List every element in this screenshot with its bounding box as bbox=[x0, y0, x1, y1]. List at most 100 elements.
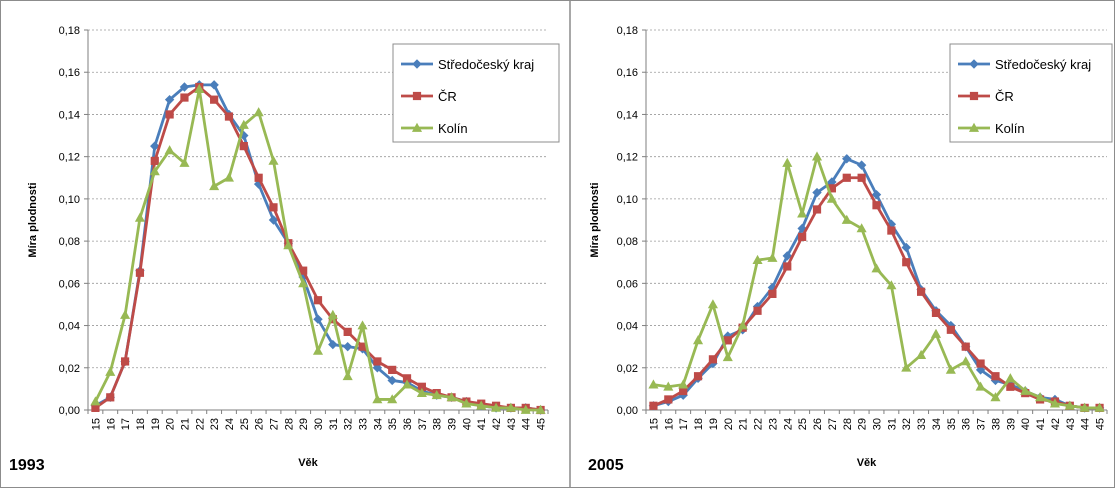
legend-label: ČR bbox=[438, 89, 457, 104]
x-tick-label: 32 bbox=[901, 418, 913, 430]
data-point bbox=[857, 173, 866, 182]
x-tick-label: 22 bbox=[753, 418, 765, 430]
y-tick-label: 0,00 bbox=[59, 405, 80, 417]
x-axis-title: Věk bbox=[857, 457, 877, 469]
x-tick-label: 16 bbox=[663, 418, 675, 430]
data-point bbox=[916, 349, 927, 359]
legend-label: Středočeský kraj bbox=[438, 57, 534, 72]
y-tick-label: 0,14 bbox=[59, 109, 80, 121]
data-point bbox=[401, 379, 413, 389]
x-tick-label: 15 bbox=[90, 418, 102, 430]
data-point bbox=[461, 398, 472, 408]
data-point bbox=[283, 240, 294, 250]
y-axis-title: Míra plodnosti bbox=[589, 182, 601, 257]
x-tick-label: 45 bbox=[536, 418, 548, 430]
data-point bbox=[150, 141, 160, 151]
x-tick-label: 25 bbox=[797, 418, 809, 430]
x-tick-label: 43 bbox=[506, 418, 518, 430]
y-tick-label: 0,14 bbox=[617, 109, 638, 121]
y-tick-label: 0,06 bbox=[617, 278, 638, 290]
data-point bbox=[841, 214, 852, 224]
data-point bbox=[298, 278, 309, 288]
data-point bbox=[372, 394, 383, 404]
x-tick-label: 17 bbox=[120, 418, 132, 430]
data-point bbox=[1064, 400, 1075, 410]
y-tick-label: 0,12 bbox=[59, 152, 80, 164]
x-axis-title: Věk bbox=[298, 457, 318, 469]
x-tick-label: 44 bbox=[521, 418, 533, 430]
data-point bbox=[328, 339, 338, 350]
y-tick-label: 0,02 bbox=[617, 363, 638, 375]
data-point bbox=[1020, 385, 1031, 395]
data-point bbox=[165, 110, 174, 119]
legend-marker bbox=[969, 91, 979, 101]
data-point bbox=[917, 287, 926, 296]
x-tick-label: 43 bbox=[1065, 418, 1077, 430]
panel-year-label: 1993 bbox=[9, 457, 45, 474]
x-tick-label: 35 bbox=[946, 418, 958, 430]
data-point bbox=[120, 357, 130, 366]
data-point bbox=[209, 80, 219, 90]
y-tick-label: 0,04 bbox=[59, 321, 80, 333]
data-point bbox=[872, 201, 881, 210]
data-point bbox=[254, 173, 263, 182]
legend-marker bbox=[411, 122, 423, 132]
data-point bbox=[343, 327, 352, 336]
data-point bbox=[520, 404, 531, 414]
data-point bbox=[782, 251, 792, 261]
chart-panel-2005: 0,00 0,02 0,04 0,06 0,08 0,10 0,12 0,14 0,16 0,18… bbox=[588, 25, 1113, 474]
legend-label: ČR bbox=[995, 89, 1014, 104]
x-tick-label: 39 bbox=[1005, 418, 1017, 430]
data-point bbox=[90, 396, 101, 406]
y-tick-label: 0,02 bbox=[59, 363, 80, 375]
x-tick-label: 40 bbox=[1020, 418, 1032, 430]
data-point bbox=[886, 280, 897, 290]
data-point bbox=[737, 320, 748, 330]
data-point bbox=[387, 394, 398, 404]
data-point bbox=[150, 156, 159, 165]
data-point bbox=[767, 252, 778, 262]
x-tick-label: 15 bbox=[648, 418, 660, 430]
data-point bbox=[238, 119, 249, 129]
x-tick-label: 24 bbox=[782, 418, 794, 430]
data-point bbox=[930, 328, 942, 338]
y-tick-label: 0,04 bbox=[617, 321, 638, 333]
x-tick-label: 27 bbox=[827, 418, 839, 430]
data-point bbox=[327, 309, 338, 319]
x-tick-label: 30 bbox=[872, 418, 884, 430]
x-tick-label: 24 bbox=[224, 418, 236, 430]
data-point bbox=[505, 402, 516, 412]
data-point bbox=[342, 341, 353, 352]
data-point bbox=[535, 404, 546, 414]
legend: Středočeský kraj ČR Kolín bbox=[949, 43, 1113, 143]
y-tick-label: 0,12 bbox=[617, 152, 638, 164]
data-point bbox=[373, 357, 382, 366]
x-tick-label: 39 bbox=[447, 418, 459, 430]
data-point bbox=[164, 94, 175, 105]
data-point bbox=[1049, 398, 1061, 408]
data-point bbox=[179, 157, 190, 167]
data-point bbox=[194, 83, 205, 93]
x-tick-label: 32 bbox=[343, 418, 355, 430]
x-tick-label: 44 bbox=[1080, 418, 1092, 430]
data-point bbox=[1079, 402, 1090, 412]
data-point bbox=[342, 370, 353, 381]
data-point bbox=[664, 395, 673, 404]
data-point bbox=[446, 392, 457, 402]
data-point bbox=[693, 372, 703, 381]
x-tick-label: 19 bbox=[150, 418, 162, 430]
x-tick-label: 28 bbox=[283, 418, 295, 430]
data-point bbox=[812, 187, 822, 198]
x-tick-label: 18 bbox=[135, 418, 147, 430]
x-tick-label: 38 bbox=[432, 418, 444, 430]
y-tick-label: 0,16 bbox=[59, 67, 80, 79]
data-point bbox=[164, 145, 175, 155]
data-point bbox=[209, 180, 220, 191]
data-point bbox=[797, 208, 808, 218]
x-tick-label: 31 bbox=[886, 418, 898, 430]
data-point bbox=[388, 365, 397, 374]
legend-label: Kolín bbox=[438, 121, 468, 136]
data-point bbox=[476, 400, 487, 410]
data-point bbox=[149, 166, 160, 176]
data-point bbox=[826, 193, 837, 203]
